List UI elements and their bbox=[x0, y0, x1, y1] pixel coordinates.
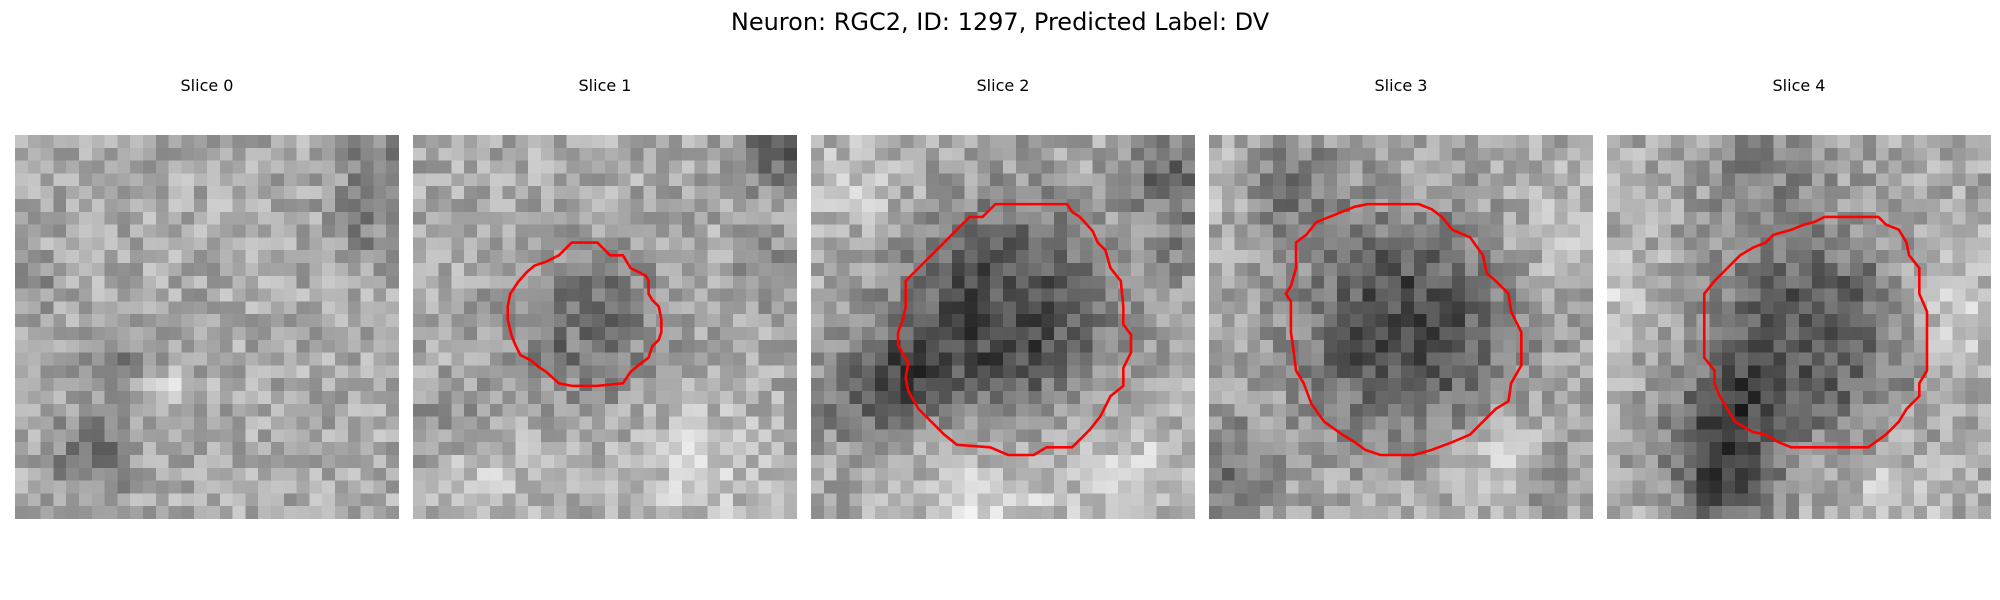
segmentation-contour bbox=[898, 204, 1131, 455]
slice-image bbox=[1607, 135, 1991, 519]
slice-title: Slice 3 bbox=[1374, 76, 1428, 95]
slice-title: Slice 2 bbox=[976, 76, 1030, 95]
segmentation-contour bbox=[1286, 204, 1522, 455]
slice-title: Slice 4 bbox=[1772, 76, 1826, 95]
segmentation-contour bbox=[508, 243, 662, 386]
slice-image bbox=[413, 135, 797, 519]
figure-title: Neuron: RGC2, ID: 1297, Predicted Label:… bbox=[730, 8, 1270, 36]
slice-title: Slice 0 bbox=[180, 76, 234, 95]
segmentation-contour bbox=[1704, 217, 1927, 447]
slice-image bbox=[811, 135, 1195, 519]
slice-image bbox=[15, 135, 399, 519]
slice-title: Slice 1 bbox=[578, 76, 632, 95]
slice-image bbox=[1209, 135, 1593, 519]
